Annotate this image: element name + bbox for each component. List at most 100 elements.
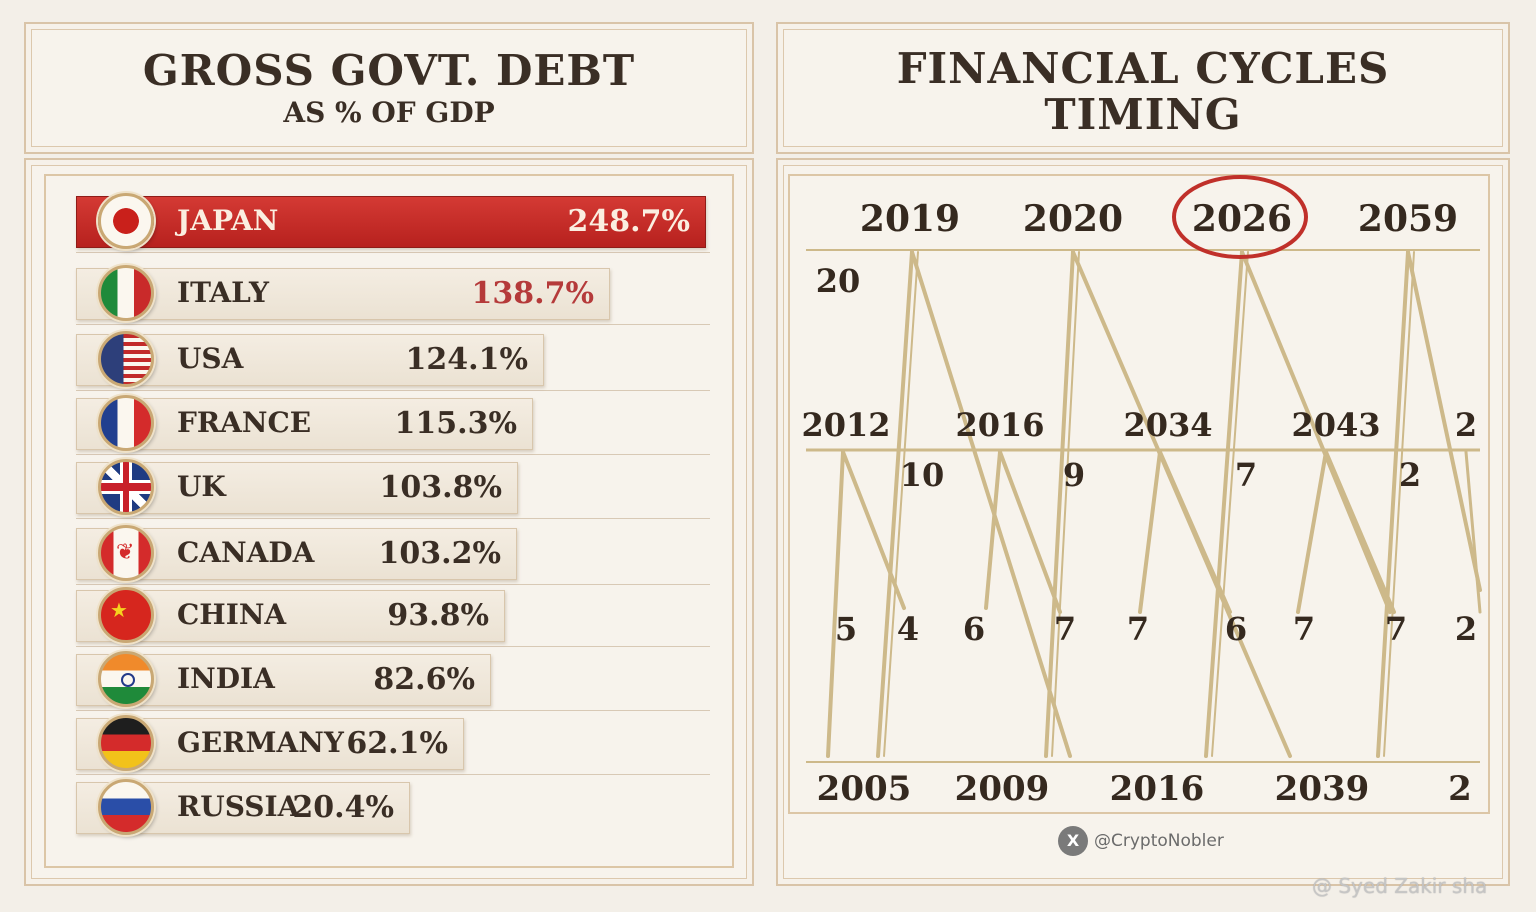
cycle-line bbox=[876, 250, 914, 758]
row-divider bbox=[76, 584, 710, 585]
italy-flag-icon bbox=[98, 265, 154, 321]
debt-value: 124.1% bbox=[405, 342, 528, 377]
credit: X @CryptoNobler bbox=[1058, 826, 1224, 860]
debt-value: 248.7% bbox=[567, 204, 690, 239]
right-title-box: FINANCIAL CYCLES TIMING bbox=[776, 22, 1510, 154]
cycle-line bbox=[998, 450, 1062, 614]
cycle-line bbox=[1324, 450, 1396, 614]
debt-bar bbox=[76, 268, 610, 320]
cycle-line bbox=[1406, 250, 1482, 592]
interval-label: 9 bbox=[1063, 456, 1085, 494]
row-divider bbox=[76, 774, 710, 775]
cycle-line bbox=[910, 250, 1072, 758]
interval-label: 7 bbox=[1127, 610, 1149, 648]
middle-year-label: 2043 bbox=[1291, 406, 1380, 444]
bottom-year-label: 2039 bbox=[1275, 769, 1370, 809]
cycle-line bbox=[1051, 251, 1080, 757]
top-year-label: 2020 bbox=[1023, 198, 1123, 240]
country-label: USA bbox=[177, 342, 244, 375]
interval-label: 2 bbox=[1455, 610, 1477, 648]
debt-value: 103.8% bbox=[379, 470, 502, 505]
interval-label: 7 bbox=[1235, 456, 1257, 494]
row-divider bbox=[76, 646, 710, 647]
debt-bar bbox=[76, 196, 706, 248]
middle-year-label: 2016 bbox=[955, 406, 1044, 444]
cycle-line bbox=[1204, 250, 1244, 758]
cycle-line bbox=[826, 450, 845, 758]
germany-flag-icon bbox=[98, 715, 154, 771]
debt-value: 62.1% bbox=[346, 726, 448, 761]
cycle-line bbox=[1464, 450, 1482, 614]
cycle-line bbox=[883, 251, 919, 757]
debt-value: 82.6% bbox=[373, 662, 475, 697]
france-flag-icon bbox=[98, 395, 154, 451]
row-divider bbox=[76, 710, 710, 711]
cycle-line bbox=[1296, 450, 1328, 614]
debt-value: 138.7% bbox=[471, 276, 594, 311]
highlight-circle bbox=[1172, 175, 1308, 259]
right-title-line2: TIMING bbox=[1044, 90, 1242, 139]
country-label: UK bbox=[177, 470, 226, 503]
india-flag-icon bbox=[98, 651, 154, 707]
debt-chart-inner-border bbox=[44, 174, 734, 868]
top-year-label: 2026 bbox=[1192, 198, 1292, 240]
country-label: CHINA bbox=[177, 598, 287, 631]
country-label: FRANCE bbox=[177, 406, 312, 439]
china-flag-icon: ★ bbox=[98, 587, 154, 643]
usa-flag-icon bbox=[98, 331, 154, 387]
cycle-line bbox=[841, 450, 906, 610]
bottom-year-label: 2009 bbox=[955, 769, 1050, 809]
left-title-box: GROSS GOVT. DEBT AS % OF GDP bbox=[24, 22, 754, 154]
interval-label: 7 bbox=[1293, 610, 1315, 648]
interval-label: 6 bbox=[963, 610, 985, 648]
credit-handle: @CryptoNobler bbox=[1094, 831, 1224, 851]
bottom-year-label: 2005 bbox=[817, 769, 912, 809]
bottom-year-label: 2016 bbox=[1110, 769, 1205, 809]
bottom-year-label: 2 bbox=[1448, 769, 1472, 809]
country-label: INDIA bbox=[177, 662, 275, 695]
interval-label: 7 bbox=[1054, 610, 1076, 648]
cycle-line bbox=[1240, 250, 1392, 614]
cycle-line bbox=[1376, 250, 1410, 758]
interval-label: 7 bbox=[1385, 610, 1407, 648]
row-divider bbox=[76, 390, 710, 391]
interval-label: 10 bbox=[900, 456, 945, 494]
country-label: JAPAN bbox=[177, 204, 279, 237]
cycle-line bbox=[1138, 450, 1162, 614]
cycle-line bbox=[1383, 251, 1415, 757]
debt-value: 103.2% bbox=[378, 536, 501, 571]
japan-flag-icon bbox=[98, 193, 154, 249]
cycle-line bbox=[1211, 251, 1249, 757]
interval-label: 20 bbox=[816, 262, 861, 300]
interval-label: 5 bbox=[835, 610, 857, 648]
cycles-chart-panel bbox=[776, 158, 1510, 886]
middle-year-label: 2034 bbox=[1123, 406, 1212, 444]
country-label: CANADA bbox=[177, 536, 315, 569]
canada-flag-icon: ❦ bbox=[98, 525, 154, 581]
row-divider bbox=[76, 518, 710, 519]
country-label: RUSSIA bbox=[177, 790, 300, 823]
uk-flag-icon bbox=[98, 459, 154, 515]
debt-value: 20.4% bbox=[292, 790, 394, 825]
cycle-line bbox=[984, 450, 1002, 610]
debt-bar bbox=[76, 334, 544, 386]
middle-year-label: 2012 bbox=[801, 406, 890, 444]
country-label: GERMANY bbox=[177, 726, 344, 759]
x-logo-icon: X bbox=[1058, 826, 1088, 856]
debt-bar-list: JAPAN 248.7% ITALY 138.7% USA 124.1% FRANCE 115… bbox=[0, 0, 760, 912]
debt-value: 93.8% bbox=[387, 598, 489, 633]
cycle-line bbox=[1044, 250, 1075, 758]
russia-flag-icon bbox=[98, 779, 154, 835]
interval-label: 2 bbox=[1399, 456, 1421, 494]
maple-leaf-icon: ❦ bbox=[116, 540, 135, 565]
left-title: GROSS GOVT. DEBT bbox=[142, 46, 636, 95]
watermark: @ Syed Zakir sha bbox=[1312, 874, 1488, 898]
cycles-chart-inner-border bbox=[788, 174, 1490, 814]
top-year-label: 2059 bbox=[1358, 198, 1458, 240]
country-label: ITALY bbox=[177, 276, 270, 309]
left-subtitle: AS % OF GDP bbox=[283, 96, 495, 129]
top-year-label: 2019 bbox=[860, 198, 960, 240]
right-title-line1: FINANCIAL CYCLES bbox=[896, 44, 1390, 93]
debt-value: 115.3% bbox=[394, 406, 517, 441]
